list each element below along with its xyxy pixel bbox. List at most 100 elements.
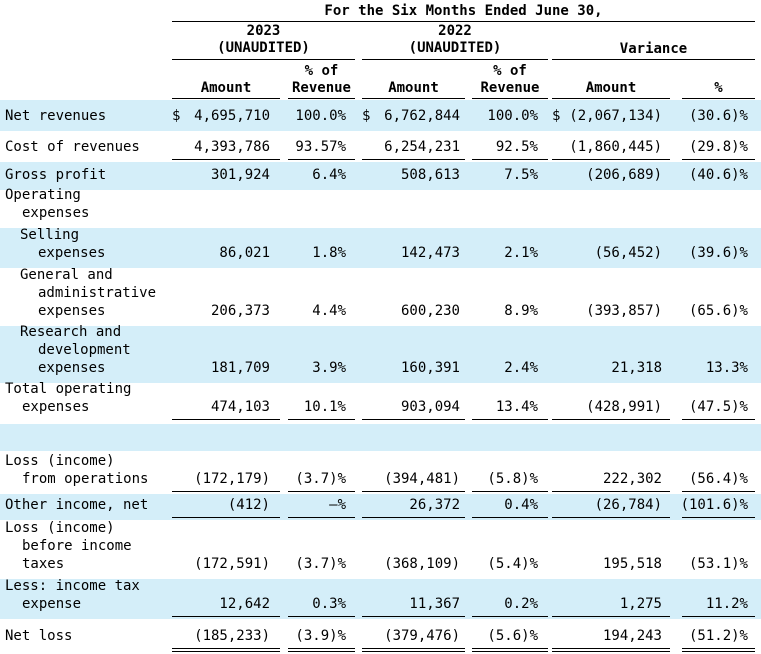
- underline: [682, 491, 755, 492]
- cell: —%: [329, 497, 346, 513]
- row-band: [0, 162, 761, 190]
- row-band: [0, 494, 761, 520]
- cell: 3.9%: [312, 360, 346, 376]
- column-heading: % of: [304, 63, 339, 79]
- cell: 4.4%: [312, 303, 346, 319]
- cell: (3.7)%: [295, 471, 346, 487]
- underline: [472, 491, 548, 492]
- cell: 903,094: [400, 399, 460, 415]
- cell: 12,642: [219, 596, 270, 612]
- group-year: 2023: [246, 23, 281, 39]
- underline: [288, 616, 355, 617]
- cell: (101.6)%: [680, 497, 748, 513]
- underline: [682, 159, 755, 160]
- underline: [362, 159, 465, 160]
- row-label: expenses: [22, 205, 90, 221]
- cell: 86,021: [219, 245, 270, 261]
- underline: [682, 651, 755, 652]
- cell: 474,103: [210, 399, 270, 415]
- underline: [552, 651, 670, 652]
- cell: 2.4%: [504, 360, 538, 376]
- underline: [288, 419, 355, 420]
- underline: [552, 59, 755, 60]
- cell: 93.57%: [295, 139, 346, 155]
- cell: 11.2%: [705, 596, 748, 612]
- cell: (56,452): [594, 245, 662, 261]
- underline: [362, 491, 465, 492]
- underline: [472, 648, 548, 649]
- cell: (39.6)%: [688, 245, 748, 261]
- cell: (172,591): [194, 556, 270, 572]
- cell: (40.6)%: [688, 167, 748, 183]
- underline: [172, 648, 280, 649]
- cell: (29.8)%: [688, 139, 748, 155]
- currency: $: [362, 108, 371, 124]
- cell: 2.1%: [504, 245, 538, 261]
- blank-band: [0, 424, 761, 451]
- cell: (379,476): [384, 628, 460, 644]
- underline: [288, 159, 355, 160]
- row-label: administrative: [38, 285, 157, 301]
- underline: [552, 419, 670, 420]
- underline: [682, 98, 755, 99]
- underline: [362, 616, 465, 617]
- row-label: expenses: [38, 303, 106, 319]
- underline: [288, 648, 355, 649]
- cell: (47.5)%: [688, 399, 748, 415]
- row-band: [0, 228, 761, 268]
- column-heading: % of: [493, 63, 527, 79]
- cell: 160,391: [400, 360, 460, 376]
- column-heading: Revenue: [291, 80, 351, 96]
- cell: 0.4%: [504, 497, 538, 513]
- underline: [288, 651, 355, 652]
- column-heading: Amount: [585, 80, 637, 96]
- cell: (3.7)%: [295, 556, 346, 572]
- cell: 195,518: [602, 556, 662, 572]
- underline: [172, 651, 280, 652]
- underline: [362, 419, 465, 420]
- cell: 1.8%: [312, 245, 346, 261]
- cell: (65.6)%: [688, 303, 748, 319]
- underline: [172, 616, 280, 617]
- underline: [172, 517, 280, 518]
- row-label: Selling: [20, 227, 80, 243]
- row-label: expense: [22, 596, 82, 612]
- underline: [172, 419, 280, 420]
- underline: [682, 419, 755, 420]
- row-label: expenses: [38, 245, 106, 261]
- cell: 100.0%: [295, 108, 346, 124]
- cell: 194,243: [602, 628, 662, 644]
- underline: [288, 517, 355, 518]
- cell: (368,109): [384, 556, 460, 572]
- row-label: Less: income tax: [5, 578, 140, 594]
- cell: (30.6)%: [688, 108, 748, 124]
- underline: [552, 491, 670, 492]
- row-label: Other income, net: [5, 497, 149, 513]
- cell: 142,473: [400, 245, 460, 261]
- cell: 13.4%: [495, 399, 538, 415]
- cell: 21,318: [611, 360, 662, 376]
- underline: [552, 98, 670, 99]
- underline: [172, 21, 755, 22]
- cell: (394,481): [384, 471, 460, 487]
- group-note: (UNAUDITED): [408, 40, 502, 56]
- underline: [472, 98, 548, 99]
- cell: 6.4%: [312, 167, 346, 183]
- group-year: 2022: [438, 23, 472, 39]
- cell: (393,857): [586, 303, 662, 319]
- underline: [682, 517, 755, 518]
- row-label: taxes: [22, 556, 65, 572]
- group-title: Variance: [619, 41, 688, 57]
- underline: [552, 648, 670, 649]
- column-heading: Revenue: [480, 80, 540, 96]
- row-label: Loss (income): [5, 453, 115, 469]
- cell: 4,695,710: [194, 108, 270, 124]
- currency: $: [172, 108, 181, 124]
- cell: (5.6)%: [487, 628, 538, 644]
- underline: [172, 159, 280, 160]
- cell: (412): [227, 497, 270, 513]
- cell: 11,367: [409, 596, 460, 612]
- cell: 301,924: [210, 167, 270, 183]
- underline: [362, 98, 465, 99]
- column-heading: Amount: [388, 80, 439, 96]
